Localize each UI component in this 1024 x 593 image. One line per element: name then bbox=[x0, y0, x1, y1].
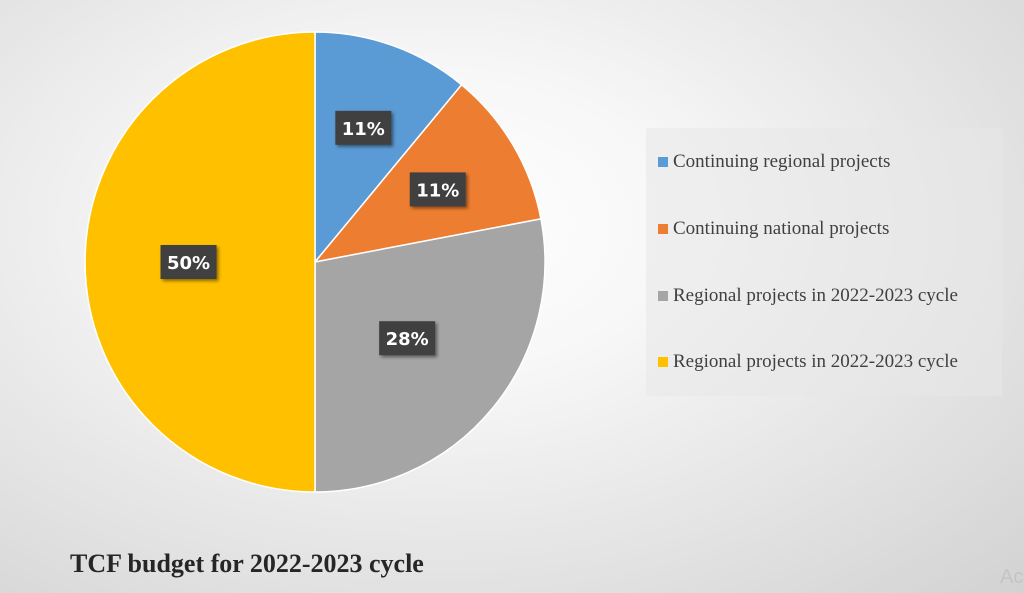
svg-text:28%: 28% bbox=[386, 329, 429, 350]
pie-slice-continuing-regional bbox=[314, 31, 463, 265]
legend-swatch-regional-yellow bbox=[658, 357, 668, 367]
svg-text:50%: 50% bbox=[167, 253, 210, 274]
chart-legend: Continuing regional projects Continuing … bbox=[646, 128, 1002, 396]
legend-item-continuing-regional: Continuing regional projects bbox=[658, 150, 890, 174]
data-label-regional-grey: 28% bbox=[379, 321, 436, 356]
legend-label-continuing-regional: Continuing regional projects bbox=[673, 151, 891, 172]
legend-item-continuing-national: Continuing national projects bbox=[658, 217, 889, 241]
data-label-continuing-regional: 11% bbox=[335, 110, 392, 145]
svg-text:11%: 11% bbox=[416, 180, 459, 201]
data-label-continuing-national: 11% bbox=[409, 172, 466, 207]
legend-label-regional-grey: Regional projects in 2022-2023 cycle bbox=[673, 285, 958, 306]
chart-title: TCF budget for 2022-2023 cycle bbox=[70, 549, 424, 578]
corner-watermark-text: Ac bbox=[1000, 566, 1024, 588]
legend-swatch-continuing-national bbox=[658, 224, 668, 234]
legend-swatch-regional-grey bbox=[658, 291, 668, 301]
legend-swatch-continuing-regional bbox=[658, 157, 668, 167]
svg-text:11%: 11% bbox=[342, 119, 385, 140]
legend-item-regional-yellow: Regional projects in 2022-2023 cycle bbox=[658, 350, 958, 374]
pie-slice-regional-grey bbox=[314, 218, 546, 493]
legend-item-regional-grey: Regional projects in 2022-2023 cycle bbox=[658, 284, 958, 308]
legend-label-regional-yellow: Regional projects in 2022-2023 cycle bbox=[673, 351, 958, 372]
data-label-regional-yellow: 50% bbox=[160, 245, 217, 279]
legend-label-continuing-national: Continuing national projects bbox=[673, 218, 890, 239]
